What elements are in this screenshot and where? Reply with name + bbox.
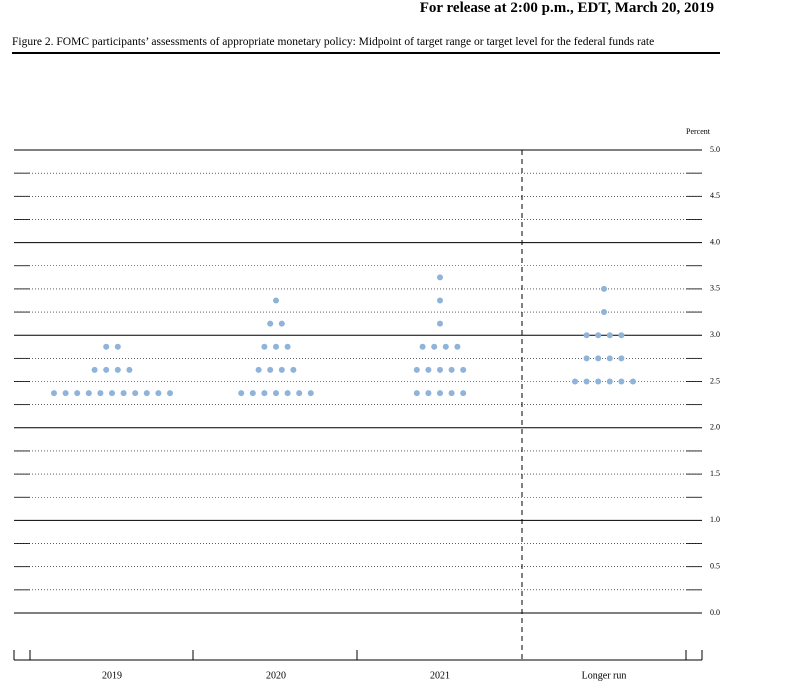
dot [278, 320, 285, 327]
dot [419, 343, 426, 350]
dot [278, 366, 285, 373]
dot [413, 366, 420, 373]
dot [114, 366, 121, 373]
x-tick-label: 2020 [266, 670, 286, 681]
dot [425, 390, 432, 397]
dot [62, 390, 69, 397]
dot [606, 332, 613, 339]
dot [454, 343, 461, 350]
dot [155, 390, 162, 397]
y-tick-label: 3.5 [710, 284, 720, 293]
y-tick-label: 1.5 [710, 469, 720, 478]
dot [284, 343, 291, 350]
y-tick-label: 1.0 [710, 515, 720, 524]
dot [249, 390, 256, 397]
dot [273, 390, 279, 397]
y-tick-label: 3.0 [710, 330, 720, 339]
dot [630, 378, 636, 385]
dot [267, 320, 274, 327]
y-tick-label: 4.5 [710, 191, 720, 200]
dot [74, 390, 81, 397]
y-tick-label: 4.0 [710, 237, 720, 246]
dot [618, 378, 625, 385]
dot [601, 309, 607, 316]
dot [572, 378, 578, 385]
dot [261, 343, 268, 350]
dot [284, 390, 291, 397]
dot [583, 355, 590, 362]
dot [601, 285, 607, 292]
dot [437, 366, 443, 373]
x-tick-label: Longer run [582, 670, 627, 681]
dot [103, 343, 110, 350]
dot [442, 343, 449, 350]
dot [307, 390, 314, 397]
dot [97, 390, 104, 397]
dot [103, 366, 110, 373]
y-axis-label: Percent [686, 127, 711, 136]
dot [143, 390, 150, 397]
dot [267, 366, 274, 373]
y-tick-label: 5.0 [710, 145, 720, 154]
dot [437, 320, 443, 327]
x-tick-label: 2021 [430, 670, 450, 681]
dot [583, 332, 590, 339]
dot [261, 390, 268, 397]
dot [595, 378, 602, 385]
dot [618, 332, 625, 339]
dot [431, 343, 438, 350]
dot [167, 390, 173, 397]
dot [85, 390, 92, 397]
dot [120, 390, 127, 397]
x-tick-label: 2019 [102, 670, 122, 681]
dot [606, 355, 613, 362]
dot [595, 355, 602, 362]
dot [255, 366, 262, 373]
dot [448, 390, 455, 397]
dot [51, 390, 57, 397]
chart-title: Figure 2. FOMC participants’ assessments… [12, 34, 720, 54]
dot [448, 366, 455, 373]
dot [109, 390, 115, 397]
dot [460, 390, 467, 397]
dot [437, 274, 443, 281]
dot [126, 366, 133, 373]
dot [132, 390, 139, 397]
dot [595, 332, 602, 339]
dot [425, 366, 432, 373]
dot [606, 378, 613, 385]
dot [238, 390, 245, 397]
y-tick-label: 2.5 [710, 376, 720, 385]
dot [460, 366, 467, 373]
dot [437, 297, 443, 304]
dot [296, 390, 303, 397]
dot [91, 366, 98, 373]
dot [437, 390, 443, 397]
dot [618, 355, 625, 362]
release-note: For release at 2:00 p.m., EDT, March 20,… [419, 0, 714, 16]
y-tick-label: 0.5 [710, 562, 720, 571]
y-tick-label: 2.0 [710, 423, 720, 432]
dot [413, 390, 420, 397]
dot [583, 378, 590, 385]
dot [273, 297, 279, 304]
dot [273, 343, 279, 350]
y-tick-label: 0.0 [710, 608, 720, 617]
dot [114, 343, 121, 350]
dot [290, 366, 297, 373]
